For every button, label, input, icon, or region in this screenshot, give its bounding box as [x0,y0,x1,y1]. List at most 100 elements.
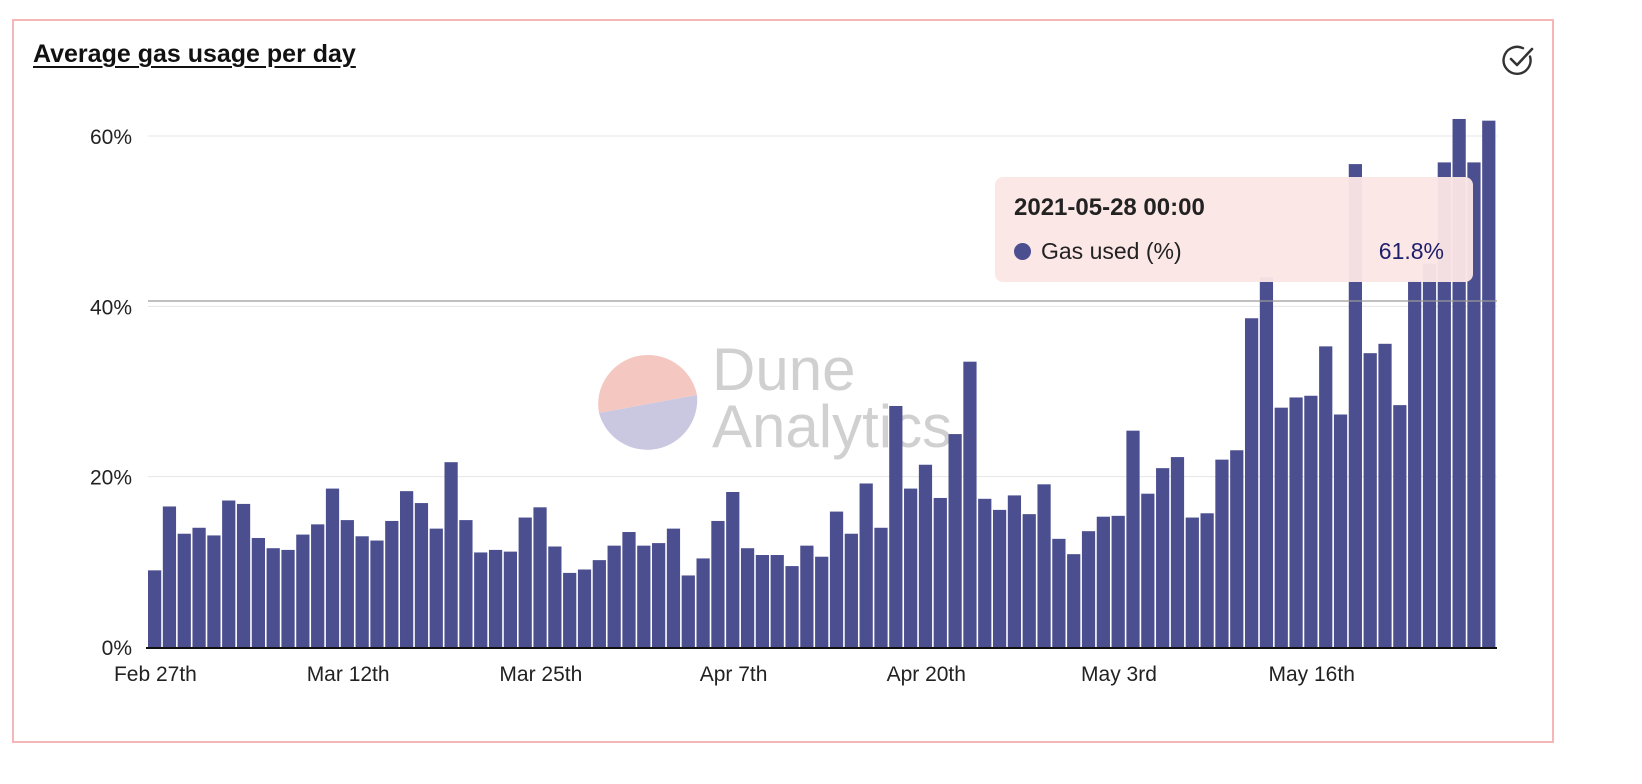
bar[interactable] [1244,318,1259,647]
watermark-line1: Dune [712,336,855,403]
bar[interactable] [296,534,310,647]
bar[interactable] [1230,450,1244,647]
bar[interactable] [785,566,799,647]
bar[interactable] [236,503,251,647]
bar[interactable] [474,552,488,647]
bar[interactable] [1096,516,1110,647]
bar[interactable] [904,488,918,647]
bar[interactable] [400,491,414,647]
bar[interactable] [518,517,532,647]
bar[interactable] [503,551,518,647]
bar[interactable] [874,527,888,647]
bar[interactable] [1482,120,1496,648]
bar[interactable] [1126,430,1140,647]
bar[interactable] [266,548,280,647]
bar[interactable] [1467,162,1481,647]
y-axis-ticks: 0% 20% 40% 60% [90,126,132,660]
bar[interactable] [1363,353,1377,647]
bar[interactable] [652,543,666,647]
bar[interactable] [622,532,636,647]
y-tick-label: 60% [90,126,132,149]
check-circle-icon[interactable] [1501,43,1535,77]
bar[interactable] [1259,277,1274,647]
bar[interactable] [444,462,458,647]
bar[interactable] [1333,414,1348,647]
bar[interactable] [1437,162,1451,647]
bar[interactable] [1378,343,1392,647]
bar[interactable] [1141,493,1155,647]
bar[interactable] [696,558,710,647]
bar[interactable] [325,488,340,647]
bar[interactable] [488,549,503,647]
bar[interactable] [948,434,962,647]
bar[interactable] [1289,397,1303,647]
bar[interactable] [1185,517,1199,647]
bar[interactable] [1393,405,1407,647]
bar[interactable] [563,572,577,647]
bar[interactable] [1022,514,1036,647]
bar[interactable] [340,520,354,647]
bar[interactable] [311,524,325,647]
bar[interactable] [666,528,681,647]
bar[interactable] [577,569,592,647]
bar[interactable] [755,555,770,647]
bar[interactable] [933,497,947,647]
bar[interactable] [222,500,236,647]
dune-logo-icon [598,354,698,450]
bar[interactable] [992,509,1007,647]
bar[interactable] [281,549,295,647]
bar[interactable] [1170,457,1185,647]
bar[interactable] [548,546,562,647]
bar[interactable] [162,506,177,647]
bar[interactable] [829,511,844,647]
bar[interactable] [459,520,473,647]
bar[interactable] [1111,515,1125,647]
bar[interactable] [740,548,755,647]
bar[interactable] [148,570,162,647]
bar[interactable] [251,537,265,647]
tooltip-series-value: 61.8% [1378,238,1444,264]
bar[interactable] [859,483,873,647]
bar[interactable] [533,507,547,647]
bar[interactable] [207,535,221,647]
bar[interactable] [681,575,695,647]
bar[interactable] [1422,263,1437,647]
bar[interactable] [592,560,606,647]
tooltip-series-label: Gas used (%) [1041,238,1182,264]
bar[interactable] [711,520,725,647]
bar[interactable] [1408,280,1422,647]
bar[interactable] [815,556,829,647]
bar[interactable] [429,528,443,647]
bar[interactable] [889,405,903,647]
bar[interactable] [1304,395,1318,647]
bar[interactable] [370,540,384,647]
bar[interactable] [414,503,429,647]
bar[interactable] [1348,164,1362,648]
bar[interactable] [978,498,992,647]
bar[interactable] [1156,468,1170,647]
bar[interactable] [355,536,369,647]
bar[interactable] [385,520,399,647]
bar[interactable] [1274,407,1288,647]
x-axis-ticks: Feb 27th Mar 12th Mar 25th Apr 7th Apr 20th M… [114,663,1355,686]
bar[interactable] [963,361,977,647]
bar[interactable] [800,545,814,647]
bar[interactable] [1067,554,1081,647]
bar[interactable] [1319,346,1333,647]
bar[interactable] [192,527,206,647]
bar[interactable] [918,464,933,647]
bar[interactable] [607,545,621,647]
x-tick-label: May 3rd [1081,663,1157,686]
bar[interactable] [1052,538,1066,647]
bar[interactable] [1081,531,1096,647]
bar[interactable] [770,555,784,647]
chart-title-link[interactable]: Average gas usage per day [33,40,356,68]
bar[interactable] [1037,484,1051,647]
bar[interactable] [637,545,651,647]
bar[interactable] [1200,513,1214,647]
bar[interactable] [726,491,740,647]
bar[interactable] [177,533,191,647]
bar[interactable] [1007,495,1022,647]
bar[interactable] [1215,459,1229,647]
bar[interactable] [844,533,858,647]
